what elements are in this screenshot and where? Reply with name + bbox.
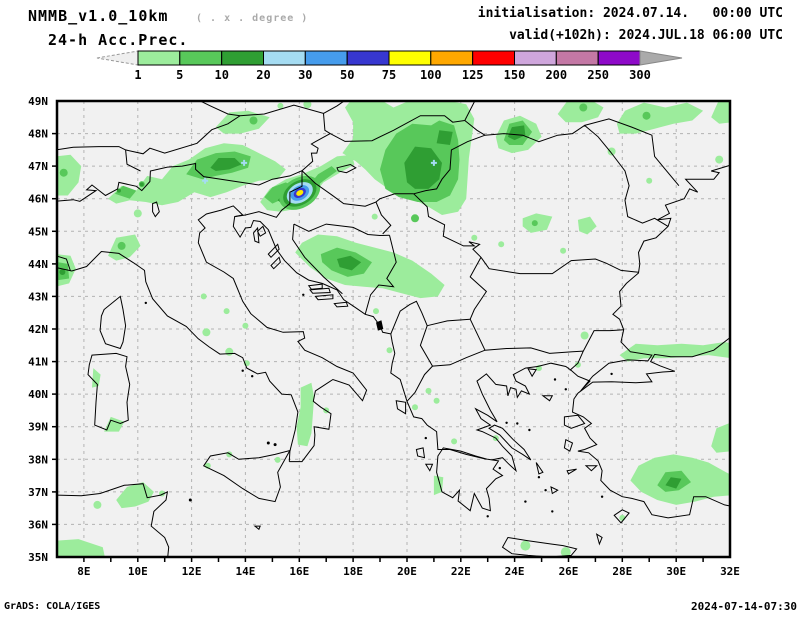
colorbar-tick-label: 50 [340, 68, 354, 82]
lon-tick-label: 14E [235, 565, 255, 578]
lat-tick-label: 46N [28, 193, 48, 206]
lon-tick-label: 18E [343, 565, 363, 578]
lon-tick-label: 8E [77, 565, 90, 578]
lat-tick-label: 47N [28, 160, 48, 173]
lat-tick-label: 43N [28, 290, 48, 303]
lon-tick-label: 20E [397, 565, 417, 578]
axis-ticks-and-labels: 8E 10E 12E 14E 16E 18E 20E 22E 24E 26E 28E 30E 32E 49… [28, 95, 740, 578]
lat-tick-label: 36N [28, 518, 48, 531]
colorbar-tick-label: 1 [134, 68, 141, 82]
lat-tick-label: 48N [28, 128, 48, 141]
colorbar-segment [430, 50, 474, 66]
colorbar-segment [346, 50, 390, 66]
initialisation-line: initialisation: 2024.07.14. 00:00 UTC [477, 6, 783, 21]
colorbar-segment [597, 50, 641, 66]
colorbar-segment [304, 50, 348, 66]
lon-tick-label: 24E [505, 565, 525, 578]
lon-tick-label: 30E [666, 565, 686, 578]
precipitation-shading [57, 101, 730, 557]
lat-tick-label: 49N [28, 95, 48, 108]
colorbar-left-arrow [96, 50, 139, 66]
map-canvas: 8E 10E 12E 14E 16E 18E 20E 22E 24E 26E 28E 30E 32E 49… [28, 95, 740, 578]
lon-tick-label: 10E [128, 565, 148, 578]
colorbar-tick-label: 20 [256, 68, 270, 82]
lon-tick-label: 32E [720, 565, 740, 578]
colorbar-segment [263, 50, 306, 66]
colorbar-segment [137, 50, 181, 66]
colorbar-tick-label: 200 [545, 68, 567, 82]
lat-tick-label: 45N [28, 225, 48, 238]
colorbar-tick-label: 75 [382, 68, 396, 82]
colorbar-tick-label: 250 [587, 68, 609, 82]
colorbar-tick-label: 100 [420, 68, 442, 82]
precipitation-colorbar: 1 5 10 20 30 50 75 100 125 150 200 250 300 [96, 50, 683, 82]
lat-tick-label: 39N [28, 421, 48, 434]
colorbar-right-arrow [639, 50, 683, 66]
lat-tick-label: 42N [28, 323, 48, 336]
colorbar-segment [388, 50, 432, 66]
colorbar-segment [179, 50, 223, 66]
colorbar-segment [472, 50, 516, 66]
lon-tick-label: 26E [559, 565, 579, 578]
creation-timestamp: 2024-07-14-07:30 [691, 600, 797, 613]
colorbar-segment [555, 50, 599, 66]
lat-tick-label: 37N [28, 486, 48, 499]
degree-note: ( . x . degree ) [196, 13, 309, 24]
valid-line: valid(+102h): 2024.JUL.18 06:00 UTC [509, 28, 783, 43]
lon-tick-label: 22E [451, 565, 471, 578]
colorbar-tick-label: 150 [504, 68, 526, 82]
colorbar-tick-label: 30 [298, 68, 312, 82]
colorbar-tick-label: 300 [629, 68, 651, 82]
lat-tick-label: 38N [28, 453, 48, 466]
lat-tick-label: 44N [28, 258, 48, 271]
lon-tick-label: 16E [289, 565, 309, 578]
colorbar-tick-label: 5 [176, 68, 183, 82]
lat-tick-label: 35N [28, 551, 48, 564]
grid-lines [57, 101, 730, 557]
model-title: NMMB_v1.0_10km [28, 7, 169, 25]
colorbar-segment [221, 50, 264, 66]
lon-tick-label: 12E [182, 565, 202, 578]
lon-tick-label: 28E [612, 565, 632, 578]
coastlines-and-borders [57, 101, 730, 557]
product-label: 24-h Acc.Prec. [48, 31, 189, 49]
grads-credit: GrADS: COLA/IGES [4, 601, 101, 612]
colorbar-segment [514, 50, 557, 66]
colorbar-tick-label: 10 [214, 68, 228, 82]
lat-tick-label: 41N [28, 356, 48, 369]
lat-tick-label: 40N [28, 388, 48, 401]
colorbar-tick-label: 125 [462, 68, 484, 82]
